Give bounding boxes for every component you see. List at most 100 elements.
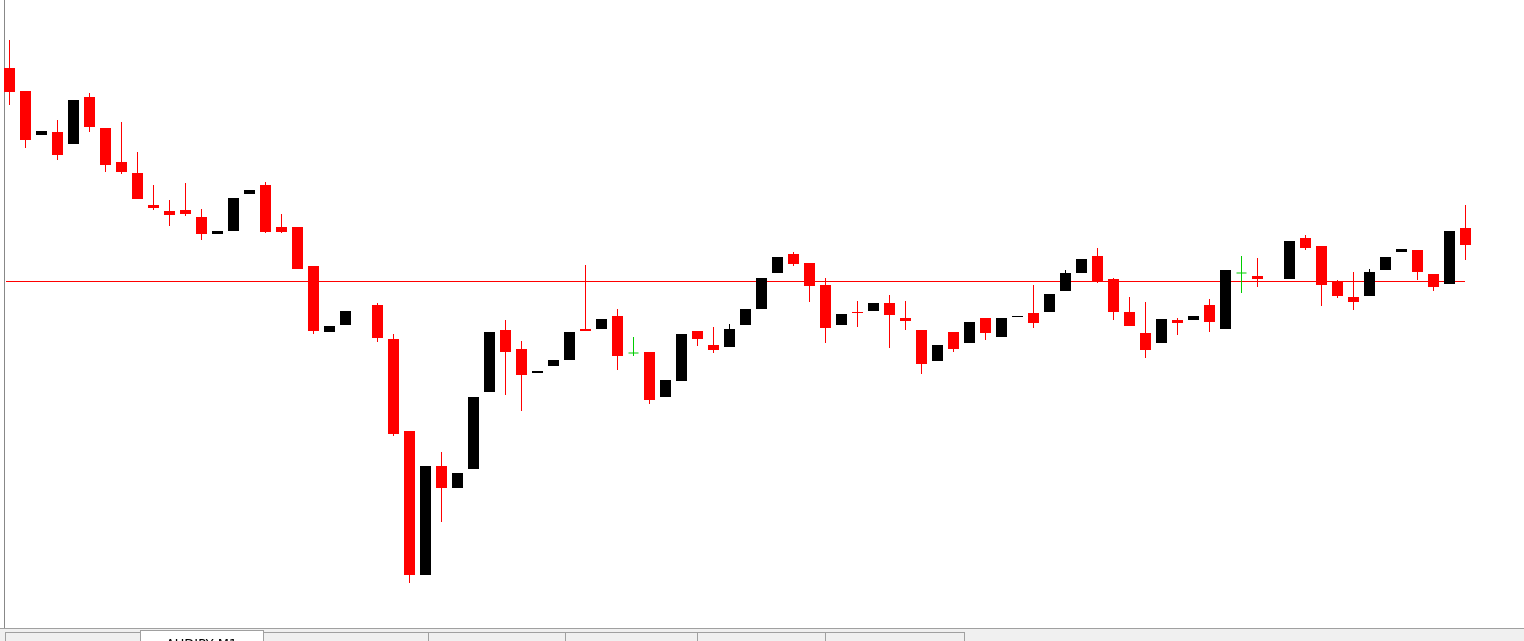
candle-body <box>756 278 767 309</box>
candle-body <box>500 330 511 352</box>
candle-body <box>1460 228 1471 245</box>
candle-body <box>116 162 127 172</box>
candle-body <box>1348 297 1359 302</box>
candle-body <box>948 332 959 349</box>
candle-body <box>484 332 495 392</box>
candle-body <box>68 100 79 144</box>
candle-body <box>1428 274 1439 287</box>
candle-body <box>772 257 783 273</box>
candle-body <box>932 345 943 361</box>
tab[interactable]: AUDUSD,H1 <box>5 632 141 641</box>
candle-body <box>692 331 703 339</box>
candle-body <box>564 332 575 360</box>
candle-body <box>1172 320 1183 323</box>
candle-body <box>1156 319 1167 343</box>
candle-body <box>212 231 223 234</box>
candle-body <box>1300 238 1311 248</box>
candle-body <box>868 303 879 311</box>
candle-body <box>340 311 351 325</box>
candle-body <box>916 330 927 364</box>
chart-area <box>0 0 1524 628</box>
tab[interactable]: EURUSD,M15 <box>825 632 965 641</box>
candle-body <box>836 314 847 325</box>
candle-body <box>1284 241 1295 279</box>
candle-body <box>100 128 111 165</box>
candle-body <box>1316 246 1327 285</box>
candle-body <box>788 254 799 264</box>
candle-body <box>644 352 655 400</box>
tab[interactable]: CADCHF,M5 <box>565 632 698 641</box>
candle-body <box>1124 312 1135 326</box>
candle-body <box>372 305 383 338</box>
candle-body <box>20 91 31 140</box>
tabs: AUDUSD,H1 AUDJPY,M1 CADCHF,WeeklyAUDJPY,M1… <box>5 630 965 641</box>
candle-body <box>36 131 47 135</box>
candle-body <box>1204 305 1215 322</box>
candle-body <box>1188 316 1199 320</box>
candles <box>4 40 1471 583</box>
candle-body <box>404 431 415 575</box>
candle-body <box>1380 257 1391 270</box>
candle-body <box>1108 279 1119 312</box>
candle-body <box>468 397 479 469</box>
candle-body <box>1060 273 1071 291</box>
candle-body <box>292 227 303 269</box>
candle-body <box>1092 256 1103 281</box>
candle-body <box>388 339 399 434</box>
candle-body <box>1140 333 1151 350</box>
candle-body <box>148 205 159 208</box>
candle-body <box>180 210 191 214</box>
candle-body <box>276 227 287 232</box>
candle-body <box>52 132 63 155</box>
candle-body <box>516 349 527 375</box>
candle-body <box>980 318 991 333</box>
candle-body <box>708 345 719 350</box>
candle-body <box>996 318 1007 337</box>
candle-body <box>244 190 255 194</box>
candle-body <box>84 97 95 127</box>
candle-body <box>1028 313 1039 323</box>
candle-body <box>596 319 607 329</box>
candle-body <box>436 466 447 488</box>
candle-body <box>164 211 175 215</box>
candle-body <box>452 473 463 488</box>
candle-body <box>420 466 431 575</box>
candle-body <box>324 326 335 332</box>
candle-body <box>228 198 239 231</box>
candle-body <box>1412 250 1423 272</box>
candle-body <box>196 217 207 234</box>
candle-body <box>1220 270 1231 329</box>
candle-body <box>900 318 911 321</box>
candle-body <box>660 380 671 397</box>
candle-body <box>1044 294 1055 312</box>
tab[interactable]: AUDJPY,M15 <box>428 632 566 641</box>
candle-body <box>1076 259 1087 273</box>
candle-body <box>740 309 751 325</box>
candle-body <box>548 360 559 366</box>
candle-body <box>724 329 735 347</box>
candle-body <box>964 322 975 343</box>
tab-frame[interactable] <box>825 632 965 641</box>
candle-body <box>4 68 15 92</box>
candle-body <box>1012 316 1023 317</box>
candle-body <box>1332 282 1343 296</box>
tab-label[interactable]: AUDJPY,M1 <box>166 638 237 641</box>
candle-body <box>1364 272 1375 296</box>
candle-body <box>308 266 319 331</box>
candle-body <box>804 263 815 286</box>
candle-body <box>1396 249 1407 252</box>
tab[interactable]: AUDJPY,M1 <box>140 630 264 641</box>
candle-body <box>884 303 895 315</box>
tab[interactable]: CADCHF,Weekly <box>263 632 429 641</box>
candle-body <box>580 329 591 331</box>
candle-body <box>820 285 831 328</box>
candle-body <box>1444 231 1455 284</box>
candle-body <box>132 173 143 199</box>
candle-body <box>852 312 863 313</box>
candle-body <box>676 334 687 381</box>
candle-body <box>260 185 271 232</box>
tab[interactable]: AUDCHF,H1 <box>697 632 826 641</box>
candle-body <box>612 316 623 356</box>
candle-body <box>532 371 543 373</box>
